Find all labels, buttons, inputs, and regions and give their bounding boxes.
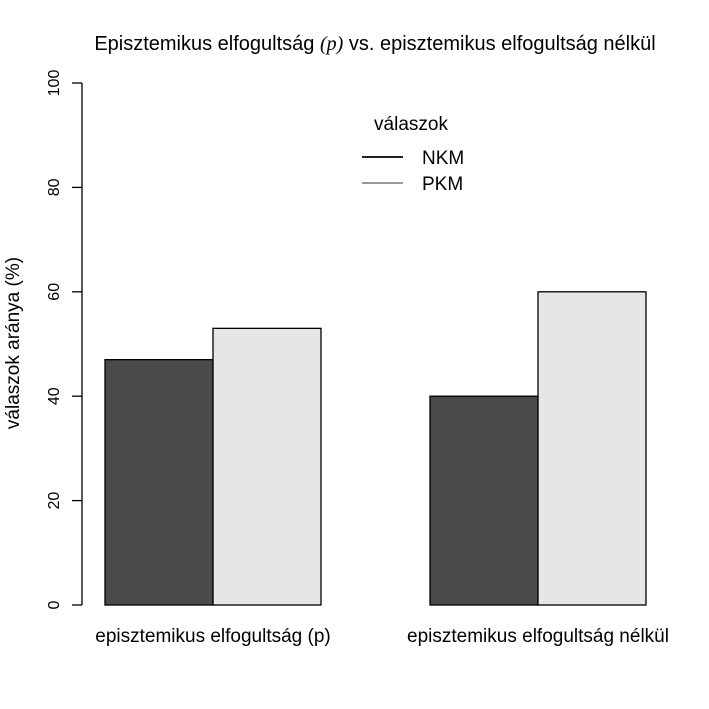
bars	[104, 291, 647, 606]
bar-nkm-2	[429, 395, 539, 606]
legend-label-pkm: PKM	[422, 174, 463, 195]
y-tick-label: 80	[46, 178, 63, 196]
y-tick-label: 20	[46, 492, 63, 510]
chart-title: Episztemikus elfogultság (p) vs. episzte…	[94, 33, 655, 55]
category-labels: episztemikus elfogultság (p) episztemikus…	[95, 626, 669, 647]
category-label: episztemikus elfogultság nélkül	[407, 626, 669, 647]
y-tick-label: 0	[46, 600, 63, 609]
y-axis-label: válaszok aránya (%)	[3, 257, 24, 429]
bar-pkm-2	[537, 291, 647, 606]
y-tick-label: 60	[46, 283, 63, 301]
bar-nkm-1	[104, 359, 214, 606]
title-part-1: Episztemikus elfogultság	[94, 33, 320, 55]
legend: válaszok NKM PKM	[362, 114, 464, 195]
title-part-2: (p)	[320, 33, 344, 55]
category-label: episztemikus elfogultság (p)	[95, 626, 331, 647]
y-tick-label: 40	[46, 387, 63, 405]
legend-label-nkm: NKM	[422, 148, 464, 169]
title-part-3: vs. episztemikus elfogultság nélkül	[343, 33, 655, 55]
y-tick-label: 100	[46, 70, 63, 97]
legend-title: válaszok	[374, 114, 448, 135]
y-axis-ticks: 0 20 40 60 80 100	[46, 70, 82, 609]
bar-pkm-1	[212, 327, 322, 606]
